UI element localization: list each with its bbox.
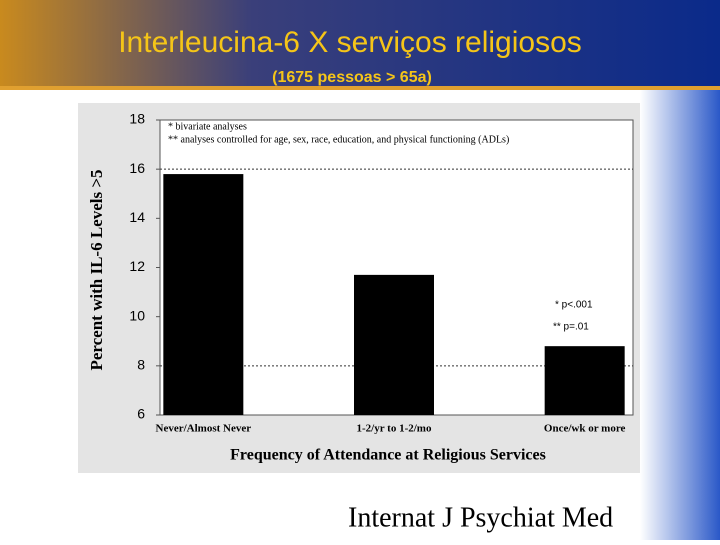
source: Internat J Psychiat Med: [348, 502, 613, 533]
x-axis-label: Frequency of Attendance at Religious Ser…: [230, 447, 546, 464]
y-tick-label: 16: [129, 160, 145, 176]
bar: [354, 274, 434, 415]
y-tick-label: 10: [129, 307, 145, 323]
annotation: ** p=.01: [553, 322, 589, 333]
x-tick-label: 1-2/yr to 1-2/mo: [357, 423, 432, 435]
y-tick-label: 6: [137, 406, 145, 422]
y-tick-label: 18: [129, 111, 145, 127]
header-rule: [0, 86, 720, 90]
y-tick-label: 8: [137, 357, 145, 373]
subtitle: (1675 pessoas > 65a): [272, 69, 432, 86]
y-axis-label: Percent with IL-6 Levels >5: [87, 169, 106, 370]
bar: [544, 346, 625, 415]
annotation: * bivariate analyses: [168, 121, 247, 132]
side-gradient: [640, 90, 720, 540]
header-band: [0, 0, 720, 88]
title: Interleucina-6 X serviços religiosos: [118, 26, 582, 59]
x-tick-label: Never/Almost Never: [156, 423, 252, 435]
bar: [163, 174, 244, 415]
y-tick-label: 14: [129, 209, 145, 225]
annotation: ** analyses controlled for age, sex, rac…: [168, 134, 509, 145]
annotation: * p<.001: [555, 300, 593, 311]
x-tick-label: Once/wk or more: [544, 423, 626, 435]
y-tick-label: 12: [129, 258, 145, 274]
